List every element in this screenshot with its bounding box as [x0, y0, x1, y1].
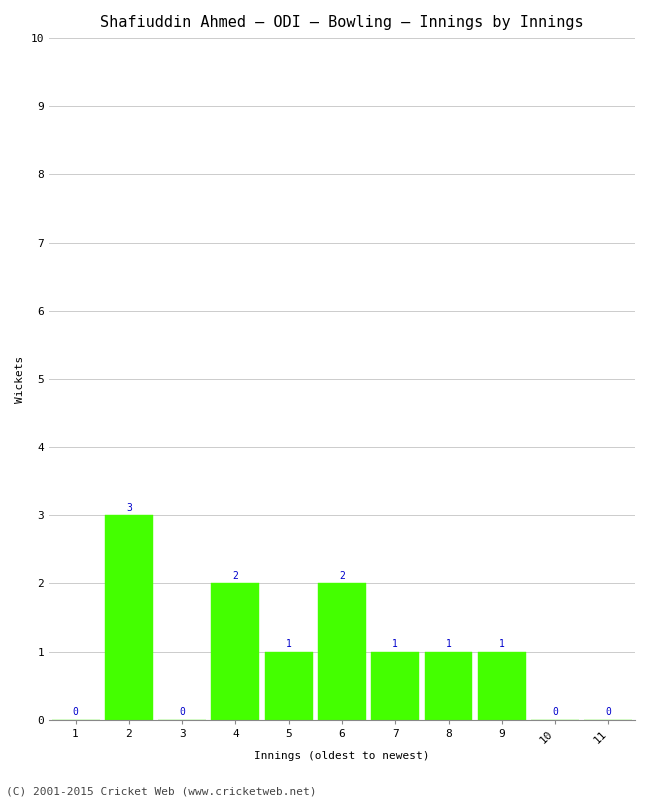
Title: Shafiuddin Ahmed – ODI – Bowling – Innings by Innings: Shafiuddin Ahmed – ODI – Bowling – Innin…: [100, 15, 584, 30]
Text: 2: 2: [339, 570, 345, 581]
Text: 1: 1: [286, 639, 292, 649]
X-axis label: Innings (oldest to newest): Innings (oldest to newest): [254, 751, 430, 761]
Bar: [211, 583, 259, 720]
Text: 0: 0: [73, 707, 79, 717]
Bar: [478, 652, 526, 720]
Bar: [424, 652, 473, 720]
Text: 1: 1: [499, 639, 505, 649]
Text: 0: 0: [179, 707, 185, 717]
Text: (C) 2001-2015 Cricket Web (www.cricketweb.net): (C) 2001-2015 Cricket Web (www.cricketwe…: [6, 786, 317, 796]
Bar: [105, 515, 153, 720]
Bar: [265, 652, 313, 720]
Text: 0: 0: [552, 707, 558, 717]
Bar: [318, 583, 366, 720]
Y-axis label: Wickets: Wickets: [15, 355, 25, 402]
Text: 3: 3: [126, 502, 132, 513]
Bar: [371, 652, 419, 720]
Text: 1: 1: [446, 639, 452, 649]
Text: 2: 2: [233, 570, 239, 581]
Text: 0: 0: [605, 707, 611, 717]
Text: 1: 1: [393, 639, 398, 649]
